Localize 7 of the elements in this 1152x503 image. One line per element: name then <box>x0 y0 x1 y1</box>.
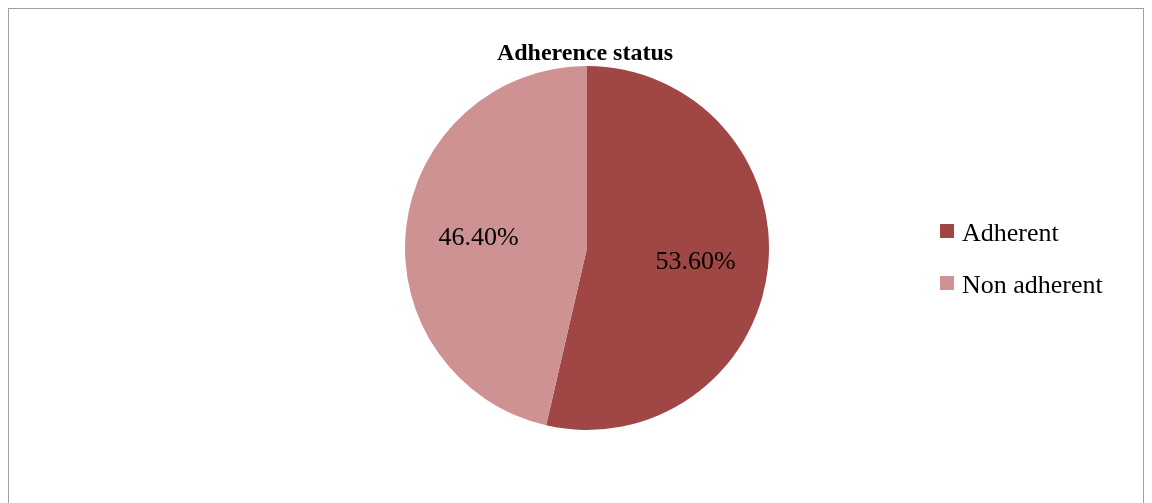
pie-slice <box>405 66 587 426</box>
legend-label: Adherent <box>962 218 1060 248</box>
data-label: 46.40% <box>438 221 519 251</box>
pie-slice <box>546 66 769 430</box>
legend-label: Non adherent <box>962 270 1104 300</box>
chart-title: Adherence status <box>496 39 674 65</box>
data-label: 53.60% <box>655 246 736 276</box>
